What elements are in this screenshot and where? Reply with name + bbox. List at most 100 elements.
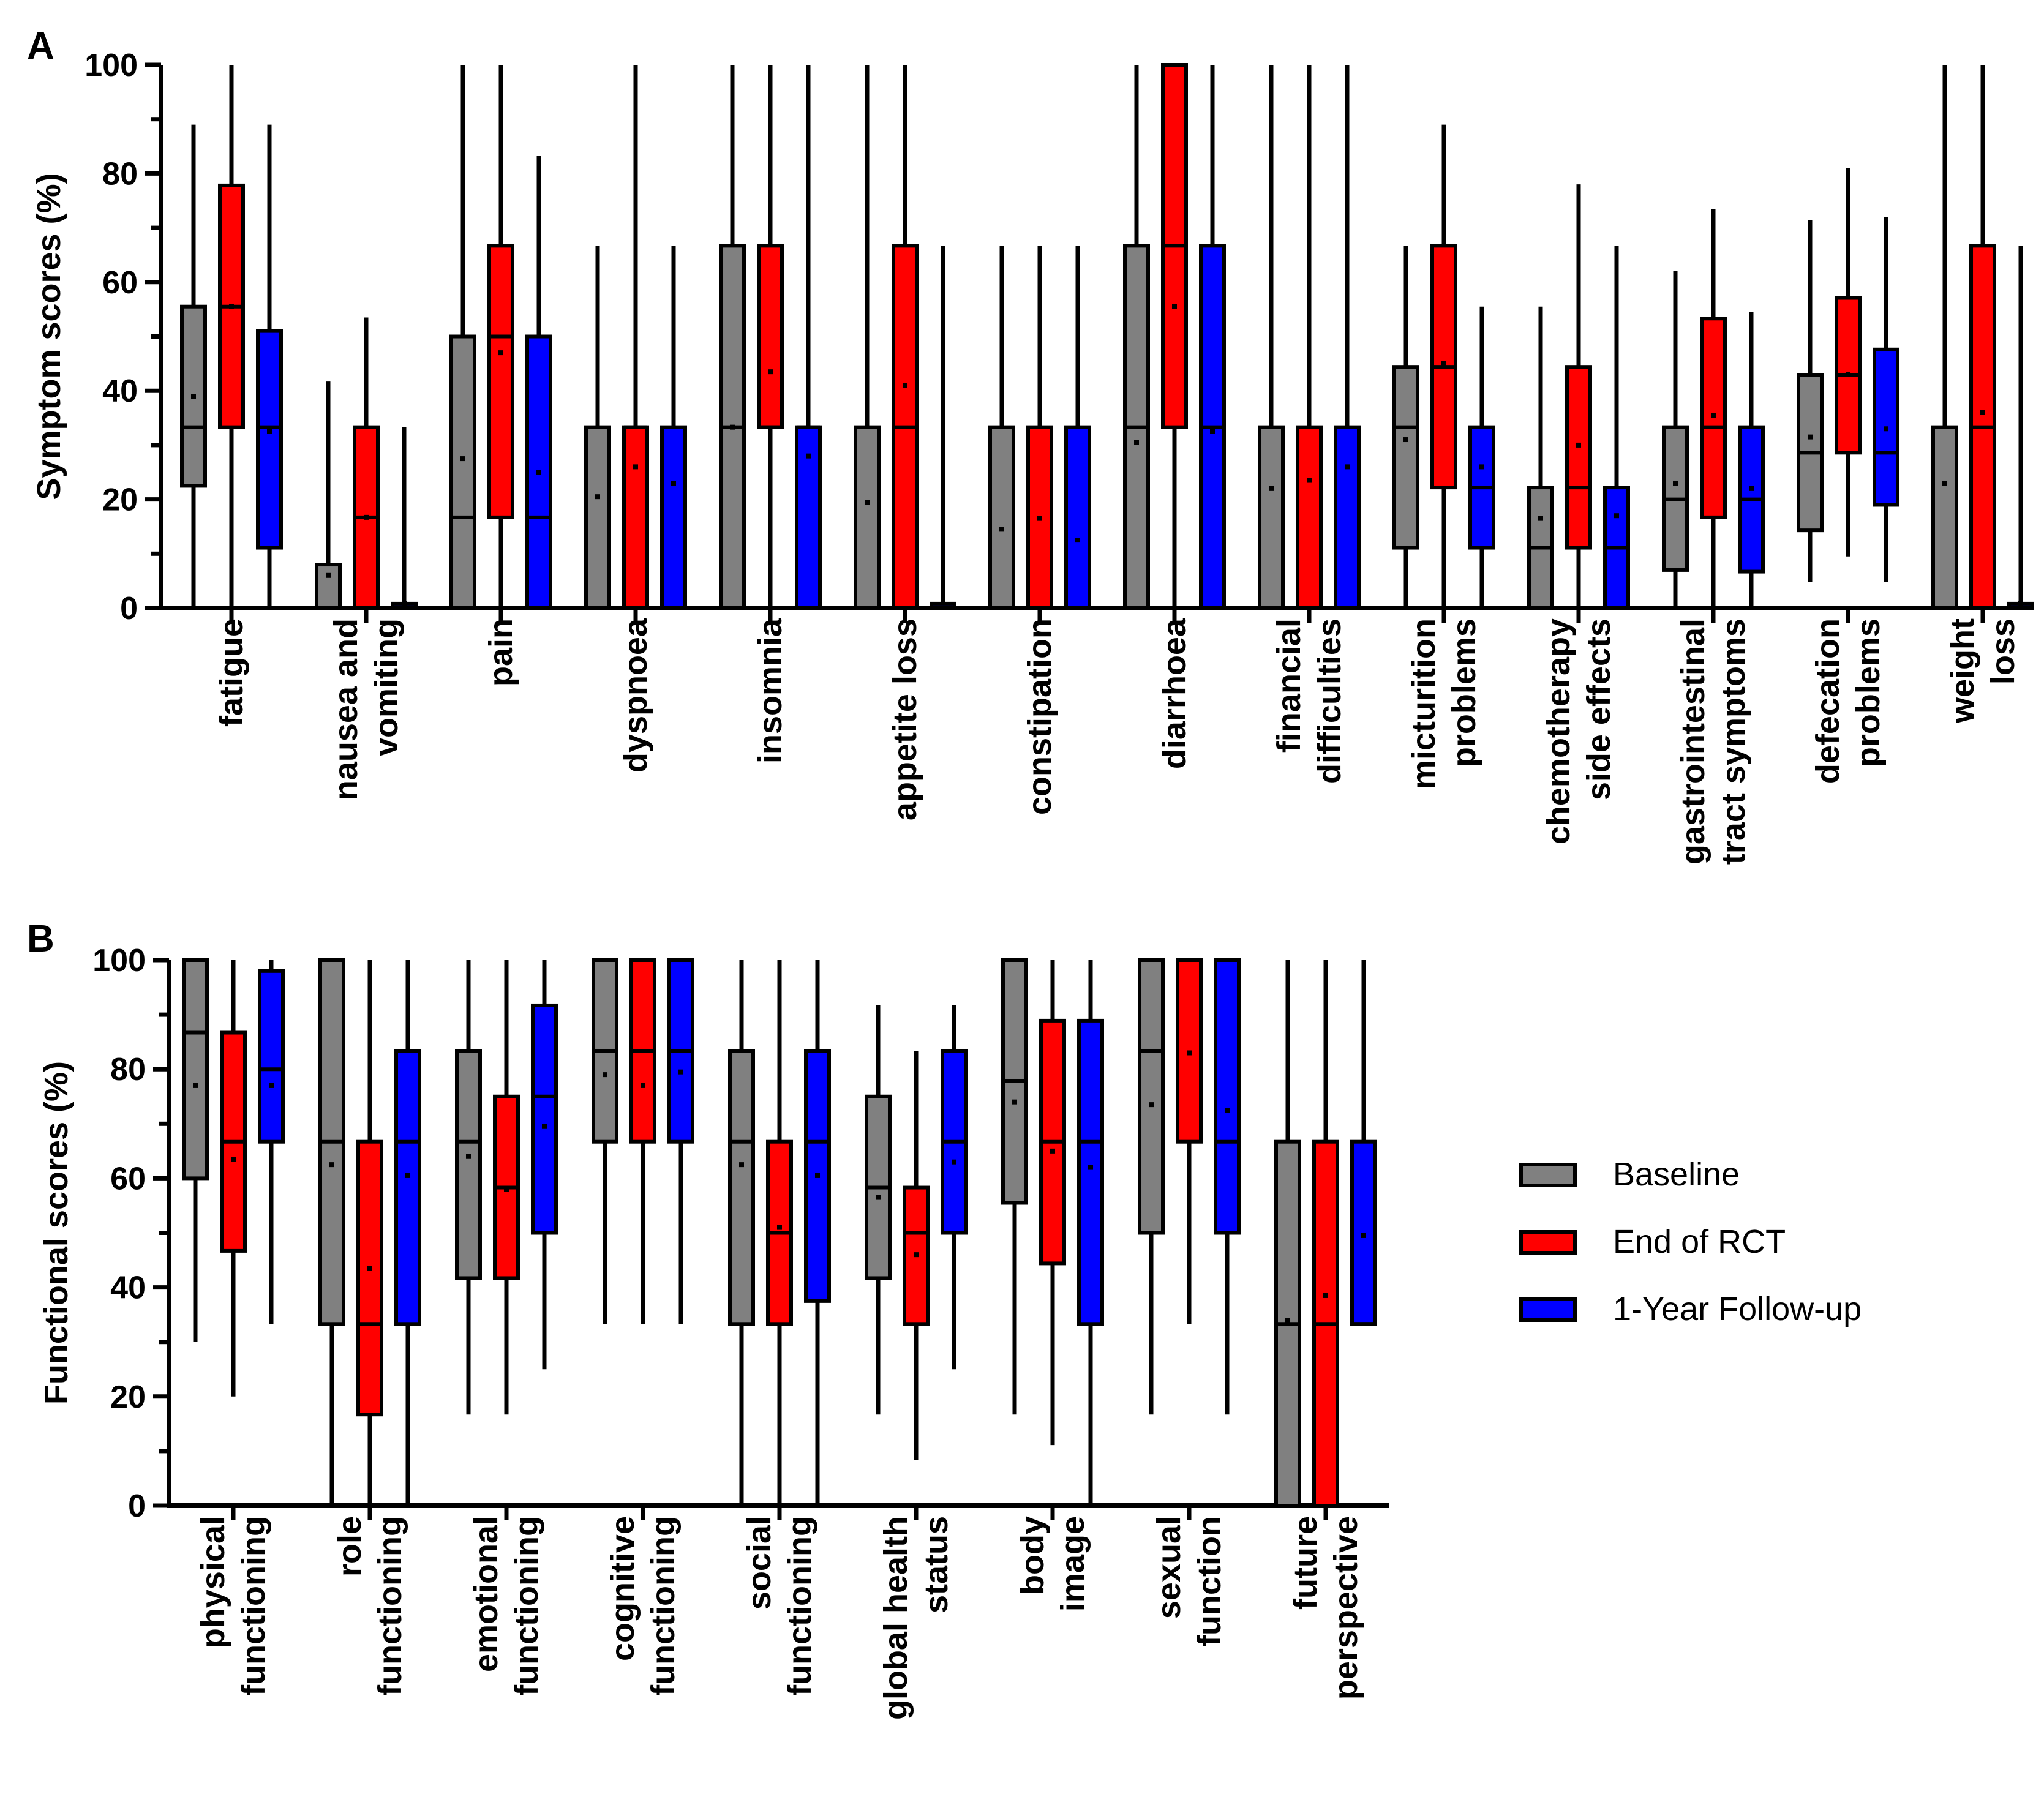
box-end-of-rct xyxy=(487,65,514,608)
mean-marker xyxy=(768,369,773,375)
mean-marker xyxy=(633,464,638,470)
box-follow-up xyxy=(391,427,418,610)
box-iqr xyxy=(1392,365,1419,550)
y-tick-label: 0 xyxy=(128,1488,146,1524)
x-category-label: functioning xyxy=(508,1516,545,1696)
box-iqr xyxy=(1700,317,1727,519)
box-iqr xyxy=(1296,425,1323,610)
mean-marker xyxy=(1187,1050,1192,1056)
x-category-label: functioning xyxy=(235,1516,272,1696)
x-category-label: vomiting xyxy=(368,618,405,756)
mean-marker xyxy=(1075,538,1080,543)
x-category-label: body xyxy=(1014,1516,1051,1595)
box-baseline xyxy=(1001,958,1028,1415)
legend-label: 1-Year Follow-up xyxy=(1613,1291,1862,1327)
x-category-label: appetite loss xyxy=(887,618,923,820)
box-end-of-rct xyxy=(629,958,656,1324)
box-iqr xyxy=(449,334,476,610)
box-follow-up xyxy=(1603,246,1630,610)
x-category-label: weight xyxy=(1944,618,1981,724)
x-category-label: functioning xyxy=(781,1516,818,1696)
mean-marker xyxy=(806,453,811,459)
box-end-of-rct xyxy=(220,960,247,1397)
mean-marker xyxy=(876,1195,881,1200)
box-baseline xyxy=(592,958,618,1324)
box-end-of-rct xyxy=(356,960,383,1506)
mean-marker xyxy=(1323,1293,1328,1298)
y-tick-label: 80 xyxy=(110,1052,146,1087)
box-end-of-rct xyxy=(1312,960,1339,1507)
x-category-label: emotional xyxy=(468,1516,505,1672)
box-baseline xyxy=(449,65,476,610)
y-tick-label: 20 xyxy=(110,1379,146,1415)
box-iqr xyxy=(622,425,649,610)
box-end-of-rct xyxy=(903,1051,930,1461)
mean-marker xyxy=(1345,464,1350,470)
box-baseline xyxy=(1527,306,1554,610)
box-follow-up xyxy=(1738,312,1765,608)
x-category-label: micturition xyxy=(1405,618,1442,789)
y-axis-label: Symptom scores (%) xyxy=(31,173,67,500)
box-iqr xyxy=(988,425,1015,610)
x-category-label: difficulties xyxy=(1311,618,1348,784)
mean-marker xyxy=(1050,1148,1055,1154)
mean-marker xyxy=(730,424,735,430)
x-category-label: problems xyxy=(1850,618,1887,767)
box-follow-up xyxy=(930,246,956,610)
panel-a: A 0 20 40 60 80 100 Symptom scores (%) fatigue n… xyxy=(27,25,2034,865)
legend-item: Baseline xyxy=(1519,1156,1740,1193)
box-follow-up xyxy=(394,960,421,1506)
panel-b: B 0 20 40 60 80 100 Functional scores (%) physi… xyxy=(27,918,1389,1720)
panel-b-letter: B xyxy=(27,918,54,960)
mean-marker xyxy=(952,1159,956,1165)
mean-marker xyxy=(326,572,331,578)
legend-label: Baseline xyxy=(1613,1156,1740,1193)
box-follow-up xyxy=(2007,246,2034,610)
legend-swatch xyxy=(1519,1230,1577,1255)
box-follow-up xyxy=(531,960,558,1370)
box-iqr xyxy=(757,244,784,429)
mean-marker xyxy=(739,1162,744,1168)
x-category-label: dyspnoea xyxy=(617,618,654,773)
mean-marker xyxy=(1088,1165,1093,1170)
y-tick-label: 60 xyxy=(110,1161,146,1196)
mean-marker xyxy=(671,480,676,486)
box-end-of-rct xyxy=(892,65,919,610)
x-category-label: problems xyxy=(1446,618,1482,767)
x-category-label: pain xyxy=(483,618,519,686)
box-baseline xyxy=(1274,960,1301,1507)
mean-marker xyxy=(498,350,503,356)
mean-marker xyxy=(1441,361,1446,366)
y-axis-label: Functional scores (%) xyxy=(38,1061,75,1405)
mean-marker xyxy=(1225,1108,1230,1113)
x-category-label: image xyxy=(1054,1516,1091,1612)
y-tick-label: 40 xyxy=(102,373,138,409)
legend-label: End of RCT xyxy=(1613,1223,1786,1260)
mean-marker xyxy=(269,1083,274,1088)
box-follow-up xyxy=(1064,246,1091,610)
box-iqr xyxy=(256,329,283,550)
mean-marker xyxy=(1149,1102,1154,1108)
box-iqr xyxy=(182,958,209,1181)
box-follow-up xyxy=(667,958,694,1324)
box-follow-up xyxy=(795,65,822,610)
mean-marker xyxy=(1808,434,1813,440)
mean-marker xyxy=(536,470,541,475)
box-end-of-rct xyxy=(1026,246,1053,610)
box-follow-up xyxy=(1334,65,1361,610)
mean-marker xyxy=(364,514,369,520)
x-category-label: role xyxy=(331,1516,368,1577)
box-iqr xyxy=(854,425,881,610)
x-category-label: diarrhoea xyxy=(1156,618,1193,769)
box-baseline xyxy=(1392,246,1419,608)
box-iqr xyxy=(487,244,514,519)
mean-marker xyxy=(1361,1233,1366,1238)
mean-marker xyxy=(367,1266,372,1271)
mean-marker xyxy=(1749,486,1754,491)
y-tick-label: 20 xyxy=(102,482,138,518)
box-iqr xyxy=(315,563,342,610)
box-iqr xyxy=(356,1139,383,1417)
x-category-label: side effects xyxy=(1580,618,1617,800)
legend-swatch xyxy=(1519,1297,1577,1322)
box-iqr xyxy=(804,1049,831,1303)
